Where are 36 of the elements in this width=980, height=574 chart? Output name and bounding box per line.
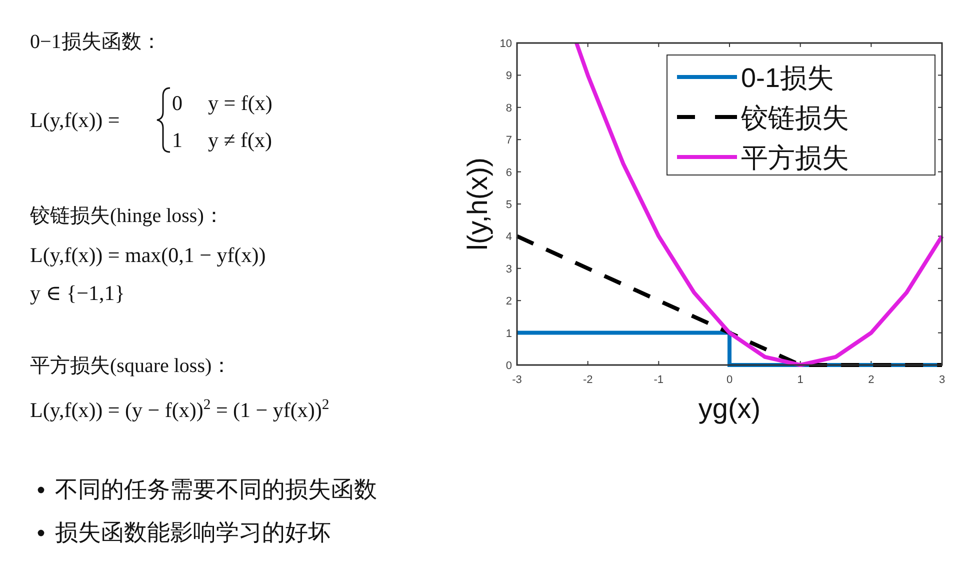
y-tick-label: 9: [506, 70, 512, 82]
y-tick-label: 0: [506, 360, 512, 372]
text: L(y,f(x)) =: [30, 108, 120, 132]
x-tick-label: 2: [868, 374, 874, 386]
text: 不同的任务需要不同的损失函数: [55, 477, 377, 502]
text: L(y,f(x)) = (y − f(x))$^{2}$ = (1 − yf(x))$^{2}$: [30, 397, 330, 422]
y-tick-label: 1: [506, 328, 512, 340]
legend-label: 平方损失: [741, 143, 849, 173]
text: 0: [172, 91, 182, 115]
y-tick-label: 4: [506, 231, 512, 244]
text: y = f(x): [208, 91, 272, 115]
y-tick-label: 2: [506, 296, 512, 308]
legend-label: 铰链损失: [740, 103, 849, 133]
text: y ∈ {−1,1}: [30, 281, 125, 305]
y-tick-label: 6: [506, 166, 512, 179]
text: 0−1损失函数：: [30, 31, 162, 53]
legend-label: 0-1损失: [741, 63, 834, 93]
text: 1: [172, 128, 182, 152]
x-tick-label: -2: [582, 374, 593, 386]
x-tick-label: -3: [512, 374, 522, 386]
y-tick-label: 10: [500, 38, 512, 50]
x-axis-title: yg(x): [698, 393, 761, 424]
y-tick-label: 7: [506, 134, 512, 147]
x-tick-label: -1: [654, 374, 664, 386]
text: L(y,f(x)) = max(0,1 − yf(x)): [30, 243, 266, 267]
text: 平方损失(square loss)：: [30, 354, 232, 377]
y-axis-title: l(y,h(x)): [462, 158, 493, 250]
y-tick-label: 5: [506, 199, 512, 211]
x-tick-label: 1: [797, 374, 804, 386]
text: 铰链损失(hinge loss)：: [29, 205, 224, 227]
y-tick-label: 3: [506, 263, 512, 276]
text: 损失函数能影响学习的好坏: [55, 520, 331, 545]
y-tick-label: 8: [506, 102, 512, 114]
text: y ≠ f(x): [208, 128, 272, 152]
x-tick-label: 3: [938, 374, 946, 386]
x-tick-label: 0: [726, 374, 733, 386]
